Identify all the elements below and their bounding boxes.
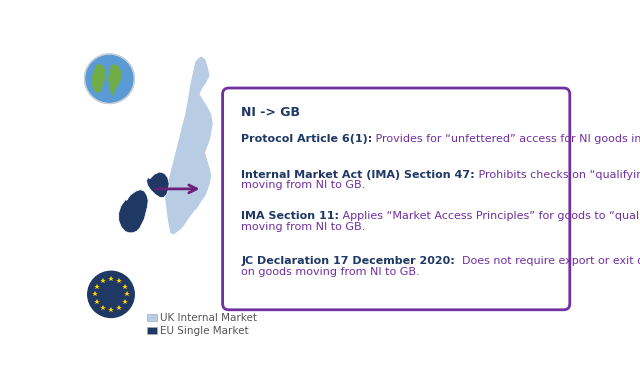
Text: Protocol Article 6(1):: Protocol Article 6(1): [241,134,372,144]
Circle shape [84,54,134,103]
Polygon shape [92,64,106,94]
Text: NI -> GB: NI -> GB [241,106,300,120]
Polygon shape [119,190,148,233]
Bar [147,327,157,334]
Polygon shape [147,172,169,197]
Text: Internal Market Act (IMA) Section 47:: Internal Market Act (IMA) Section 47: [241,170,475,180]
Text: JC Declaration 17 December 2020:: JC Declaration 17 December 2020: [241,256,455,266]
Text: Applies “Market Access Principles” for goods to “qualifying NI goods”: Applies “Market Access Principles” for g… [339,211,640,221]
Polygon shape [164,56,213,235]
Circle shape [88,271,134,317]
Bar [147,313,157,321]
Polygon shape [108,64,122,96]
Text: Does not require export or exit declarations: Does not require export or exit declarat… [455,256,640,266]
FancyBboxPatch shape [223,88,570,310]
Text: Prohibits checks on “qualifying NI goods”: Prohibits checks on “qualifying NI goods… [475,170,640,180]
Text: Provides for “unfettered” access for NI goods into GB.: Provides for “unfettered” access for NI … [372,134,640,144]
Text: EU Single Market: EU Single Market [160,326,248,336]
Text: IMA Section 11:: IMA Section 11: [241,211,339,221]
Text: UK Internal Market: UK Internal Market [160,313,257,323]
Text: moving from NI to GB.: moving from NI to GB. [241,180,365,190]
Text: moving from NI to GB.: moving from NI to GB. [241,222,365,232]
Text: on goods moving from NI to GB.: on goods moving from NI to GB. [241,267,420,277]
